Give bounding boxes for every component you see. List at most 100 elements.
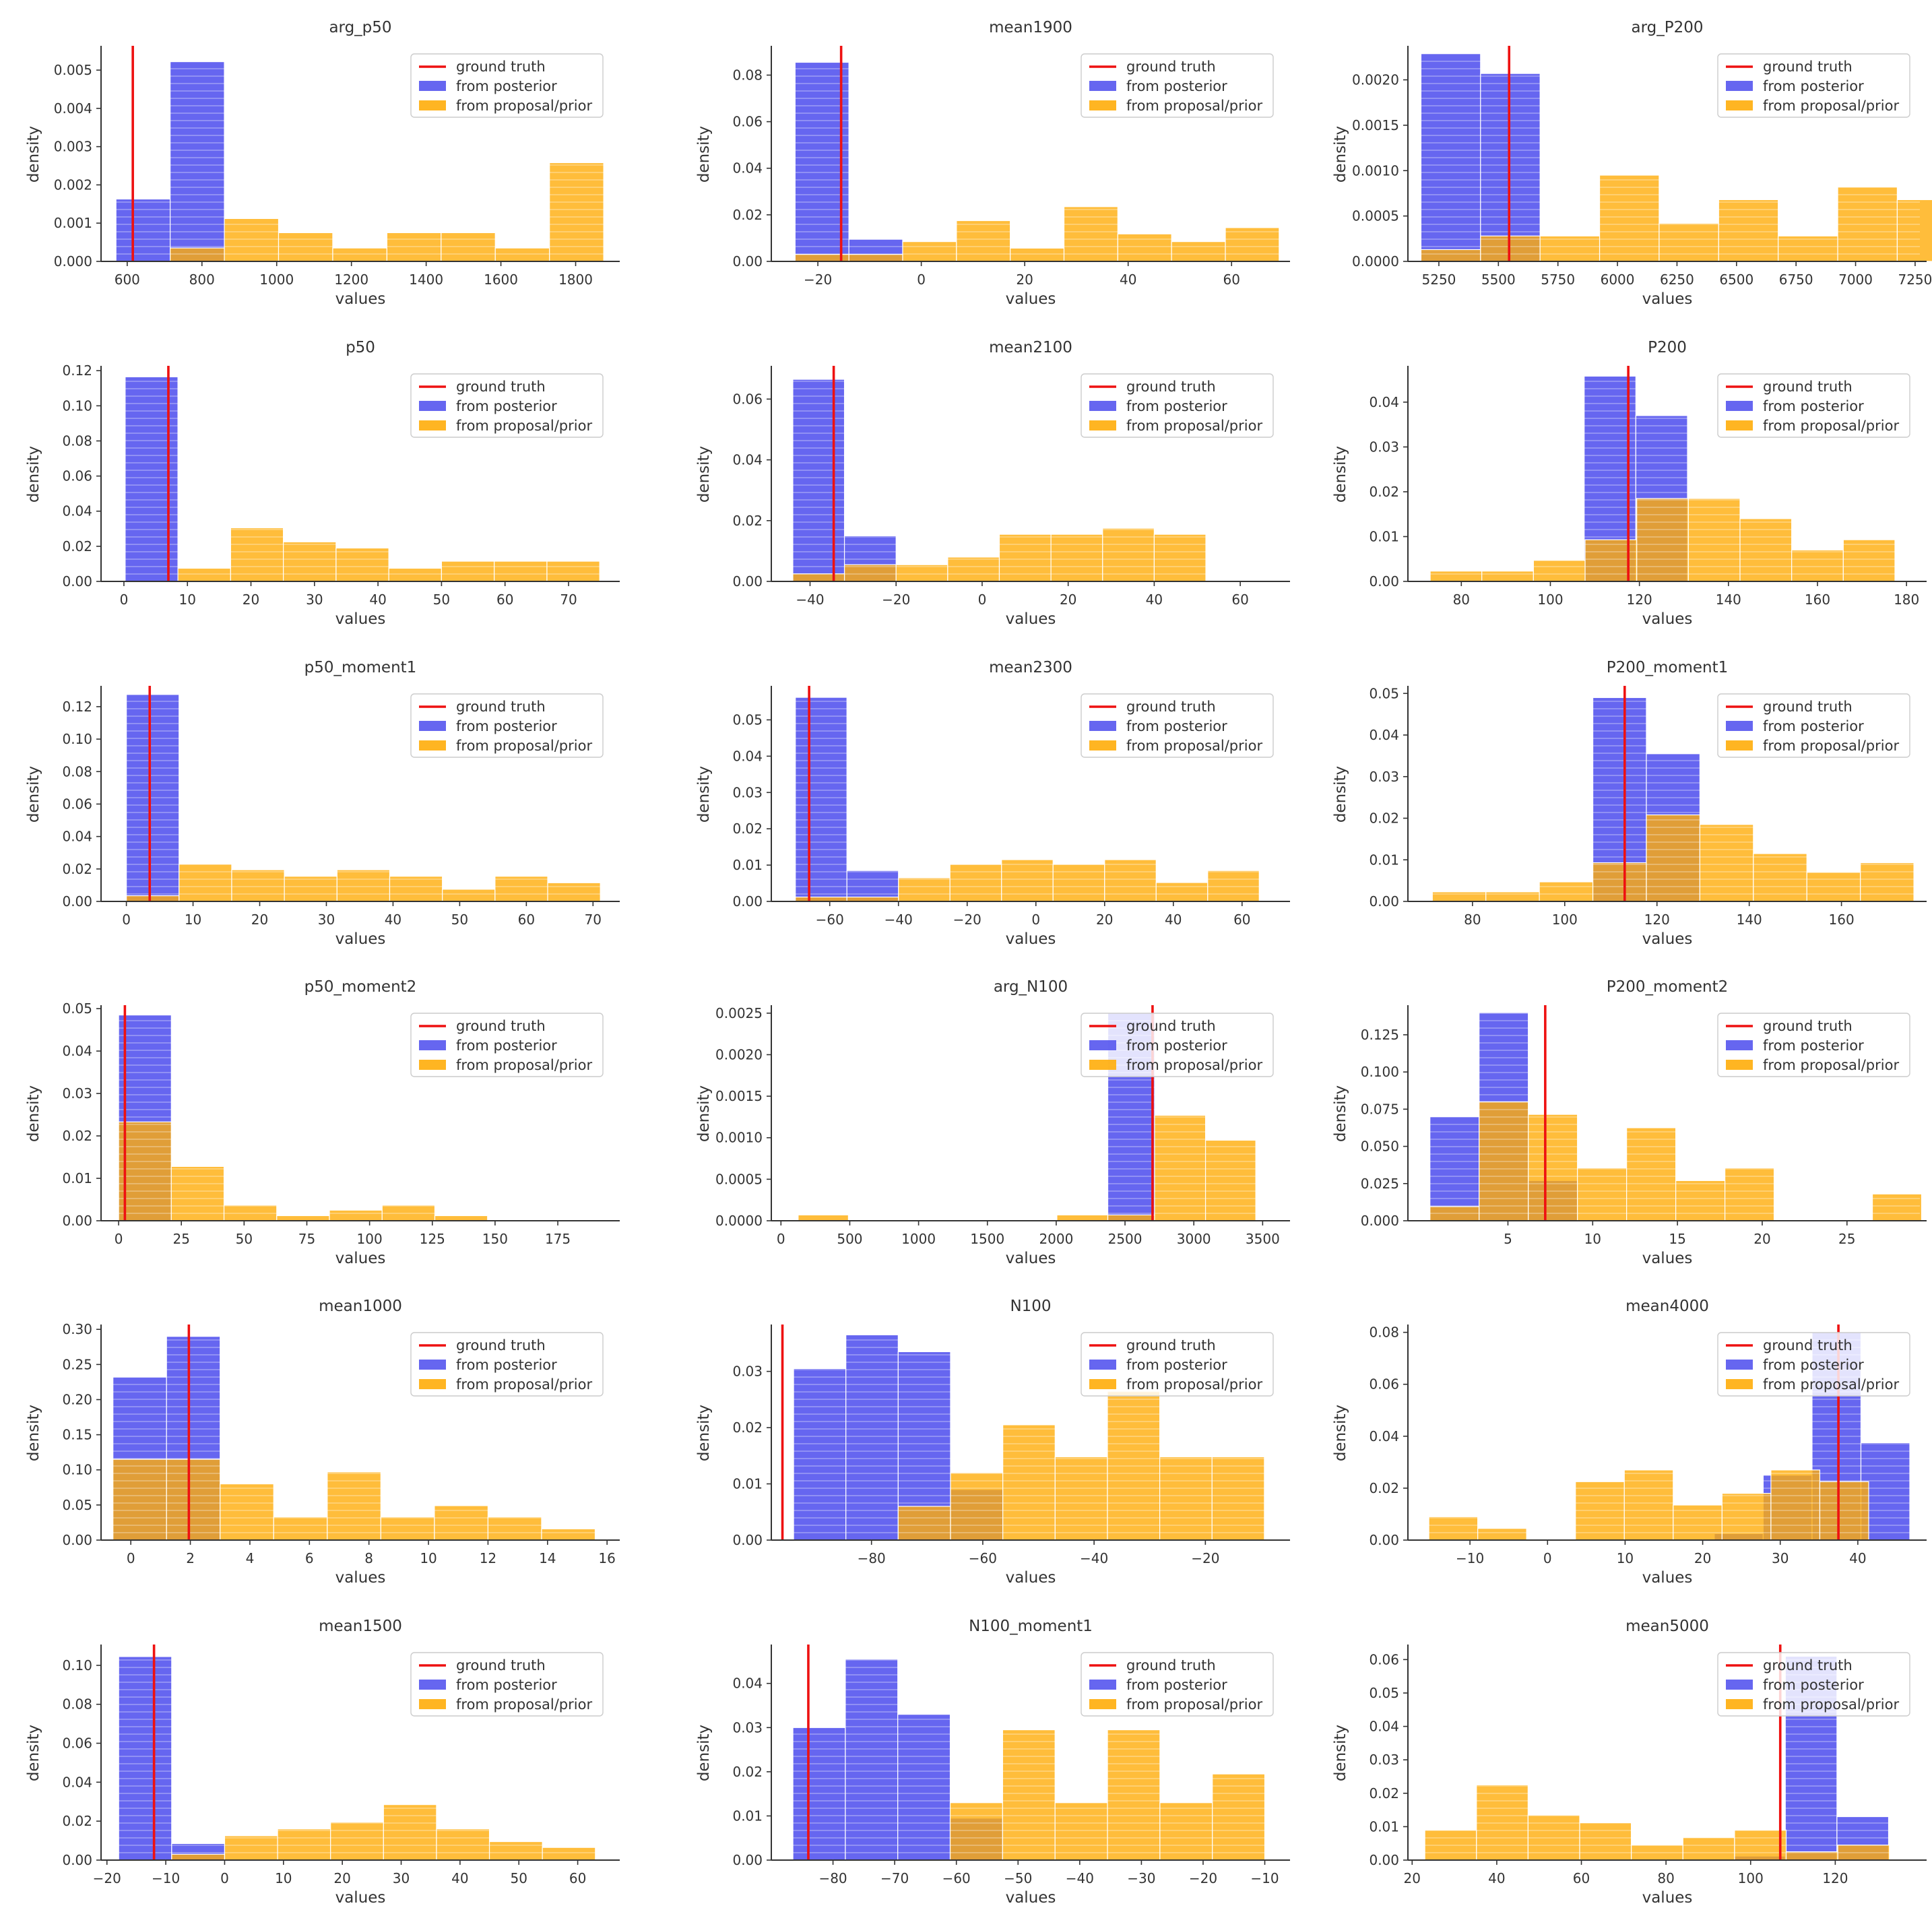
y-tick-label: 0.00 — [1369, 573, 1399, 589]
x-tick-label: 160 — [1805, 592, 1830, 608]
chart-p50_moment1: 0 10 20 30 40 50 60 70 0.00 0.02 0.04 0.06 0.08 0.10 0… — [25, 659, 620, 948]
legend-label: from posterior — [456, 78, 557, 94]
x-tick-label: 25 — [172, 1231, 189, 1247]
prior-bar — [118, 1121, 172, 1221]
chart-N100: −80 −60 −40 −20 0.00 0.01 0.02 0.03 N100 values de… — [695, 1298, 1290, 1587]
x-tick-label: 20 — [333, 1870, 350, 1886]
x-tick-label: 1800 — [558, 272, 593, 288]
legend-label: from posterior — [1763, 1038, 1864, 1054]
x-tick-label: 60 — [1233, 912, 1250, 928]
y-tick-label: 0.005 — [54, 62, 92, 78]
y-tick-label: 0.10 — [62, 731, 92, 747]
chart-N100_moment1: −80 −70 −60 −50 −40 −30 −20 −10 0.00 0.01 0.02 0.03… — [695, 1618, 1290, 1907]
y-tick-label: 0.0025 — [715, 1005, 763, 1021]
y-axis-label: density — [25, 446, 42, 503]
y-tick-label: 0.02 — [732, 821, 763, 837]
posterior-bar — [793, 1368, 847, 1541]
legend-label: from posterior — [1763, 398, 1864, 414]
legend-label: ground truth — [1126, 379, 1216, 395]
prior-bar — [947, 556, 1000, 582]
y-tick-label: 0.0010 — [1352, 162, 1399, 179]
legend-label: from proposal/prior — [1763, 1057, 1899, 1073]
prior-bar — [1107, 1214, 1155, 1221]
y-axis-label: density — [1332, 1085, 1349, 1142]
y-axis-label: density — [1332, 766, 1349, 823]
legend-posterior-swatch — [419, 1360, 446, 1370]
x-tick-label: 40 — [1488, 1870, 1505, 1886]
y-tick-label: 0.08 — [62, 433, 92, 449]
x-tick-label: −10 — [1250, 1870, 1279, 1886]
legend-box — [1717, 1332, 1910, 1397]
y-tick-label: 0.000 — [1361, 1213, 1399, 1229]
legend-label: from posterior — [456, 1677, 557, 1693]
prior-bar — [1724, 1168, 1775, 1221]
legend-posterior-swatch — [419, 401, 446, 411]
chart-title: P200 — [1648, 339, 1687, 356]
y-tick-label: 0.00 — [732, 893, 763, 910]
legend-label: from posterior — [456, 1038, 557, 1054]
prior-bar — [1533, 560, 1586, 582]
legend-posterior-swatch — [1089, 1040, 1116, 1050]
x-tick-label: 25 — [1838, 1231, 1855, 1247]
x-tick-label: −20 — [1189, 1870, 1217, 1886]
x-tick-label: 8 — [364, 1550, 373, 1566]
y-tick-label: 0.02 — [1369, 1480, 1399, 1496]
legend-prior-swatch — [1726, 740, 1753, 751]
prior-bar — [441, 232, 496, 262]
prior-bar — [1675, 1180, 1726, 1221]
y-tick-label: 0.003 — [54, 139, 92, 155]
x-tick-label: 30 — [318, 912, 335, 928]
prior-bar — [1154, 1114, 1206, 1221]
prior-bar — [898, 877, 951, 902]
x-axis-label: values — [1642, 1250, 1693, 1267]
prior-bar — [283, 541, 337, 582]
prior-bar — [1207, 870, 1260, 902]
legend: ground truth from posterior from proposal/… — [1717, 1013, 1910, 1077]
x-tick-label: −80 — [818, 1870, 847, 1886]
x-tick-label: 1500 — [970, 1231, 1004, 1247]
legend-box — [410, 373, 604, 438]
x-tick-label: −10 — [1456, 1550, 1484, 1566]
chart-mean1500: −20 −10 0 10 20 30 40 50 60 0.00 0.02 0.04 0.06 0.08 0… — [25, 1618, 620, 1907]
legend-box — [1717, 53, 1910, 118]
prior-bar — [1860, 862, 1914, 902]
prior-bar — [1431, 891, 1487, 902]
legend-prior-swatch — [419, 420, 446, 430]
legend-label: ground truth — [1126, 59, 1216, 75]
x-tick-label: 5750 — [1541, 272, 1575, 288]
prior-bar — [277, 1828, 331, 1861]
x-tick-label: 6000 — [1601, 272, 1635, 288]
posterior-bar — [845, 1659, 899, 1861]
legend-prior-swatch — [1089, 420, 1116, 430]
prior-bar — [792, 573, 845, 582]
x-tick-label: 800 — [189, 272, 215, 288]
y-tick-label: 0.12 — [62, 362, 92, 379]
chart-arg_p50: 600 800 1000 1200 1400 1600 1800 0.000 0.001 0.00… — [25, 19, 620, 308]
prior-bar — [179, 863, 232, 902]
prior-bar — [442, 889, 496, 902]
legend-label: ground truth — [456, 59, 546, 75]
prior-bar — [1002, 1729, 1056, 1861]
prior-bar — [843, 564, 897, 582]
chart-title: p50_moment2 — [304, 978, 417, 996]
prior-bar — [494, 561, 548, 582]
posterior-bar — [118, 1656, 172, 1861]
chart-p50_moment2: 0 25 50 75 100 125 150 175 0.00 0.01 0.02 0.03 0.04 0… — [25, 978, 620, 1267]
x-axis-label: values — [1642, 930, 1693, 948]
legend-posterior-swatch — [1089, 1680, 1116, 1690]
y-tick-label: 0.075 — [1361, 1101, 1399, 1117]
prior-bar — [1204, 1139, 1256, 1221]
chart-title: mean4000 — [1625, 1298, 1709, 1315]
prior-bar — [1819, 1481, 1869, 1541]
x-axis-label: values — [1006, 1250, 1056, 1267]
legend-box — [1717, 1013, 1910, 1077]
prior-bar — [1102, 528, 1155, 582]
prior-bar — [1592, 862, 1647, 902]
y-tick-label: 0.06 — [1369, 1651, 1399, 1667]
x-tick-label: 0 — [115, 1231, 123, 1247]
chart-P200_moment1: 80 100 120 140 160 0.00 0.01 0.02 0.03 0.04 0.05 P2… — [1332, 659, 1927, 948]
legend: ground truth from posterior from proposal/… — [410, 1013, 604, 1077]
chart-arg_P200: 5250 5500 5750 6000 6250 6500 6750 7000 7250 0.00… — [1332, 19, 1932, 308]
prior-bar — [1010, 247, 1065, 262]
x-tick-label: 30 — [306, 592, 323, 608]
